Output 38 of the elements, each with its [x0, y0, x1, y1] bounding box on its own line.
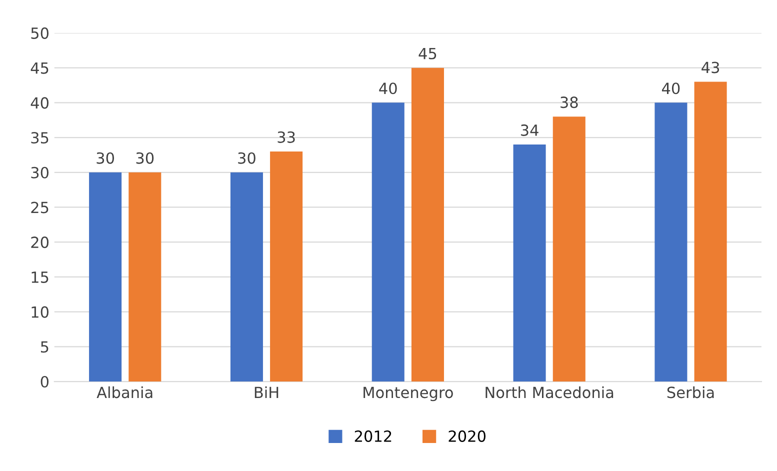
bar: [89, 172, 122, 382]
bar: [128, 172, 162, 382]
legend-label: 2020: [448, 430, 486, 442]
bar: [230, 172, 263, 382]
y-tick-label: 35: [31, 132, 48, 144]
y-tick-label: 10: [32, 306, 49, 318]
data-label: 30: [136, 152, 154, 164]
y-tick-label: 0: [40, 376, 49, 388]
x-tick-label: Serbia: [667, 386, 714, 398]
bar: [372, 102, 404, 382]
bar: [411, 68, 444, 382]
y-tick-label: 20: [31, 236, 49, 248]
x-tick-label: Montenegro: [364, 386, 453, 402]
y-tick-label: 50: [31, 27, 49, 39]
y-tick-label: 15: [32, 272, 48, 283]
data-label: 30: [238, 152, 256, 164]
y-tick-label: 45: [30, 62, 48, 74]
data-label: 33: [278, 131, 295, 143]
data-label: 38: [560, 96, 578, 108]
bar: [694, 82, 727, 382]
legend-label: 2012: [354, 430, 392, 442]
y-tick-label: 25: [31, 202, 48, 214]
x-tick-label: BiH: [254, 386, 278, 398]
bar: [270, 151, 303, 382]
data-label: 40: [379, 82, 397, 94]
data-label: 30: [96, 152, 114, 164]
data-label: 43: [702, 62, 720, 74]
x-tick-label: Albania: [96, 386, 152, 398]
bar: [513, 144, 546, 382]
y-tick-label: 5: [40, 341, 48, 353]
y-tick-label: 40: [30, 97, 49, 109]
y-tick-label: 30: [31, 166, 49, 178]
bar: [654, 102, 688, 382]
data-label: 40: [662, 82, 680, 94]
data-label: 45: [418, 48, 436, 60]
data-label: 34: [520, 124, 538, 136]
x-tick-label: North Macedonia: [486, 386, 614, 398]
bar: [552, 116, 586, 382]
